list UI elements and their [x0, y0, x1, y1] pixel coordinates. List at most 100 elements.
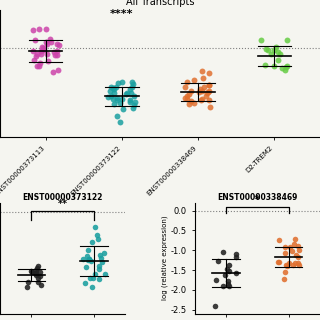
Point	[33, 271, 38, 276]
Point	[123, 91, 128, 96]
Point	[186, 102, 191, 107]
Point	[128, 99, 133, 104]
Point	[38, 283, 43, 288]
Point	[284, 262, 289, 267]
Point	[54, 53, 59, 58]
Point	[132, 93, 137, 99]
Point	[234, 255, 239, 260]
Point	[37, 269, 42, 275]
Point	[129, 79, 134, 84]
Point	[184, 93, 189, 98]
Point	[38, 49, 44, 54]
Point	[214, 278, 219, 283]
Point	[99, 259, 104, 264]
Title: All Transcripts: All Transcripts	[126, 0, 194, 7]
Point	[200, 68, 205, 74]
Point	[277, 260, 282, 265]
Point	[120, 97, 125, 102]
Point	[37, 273, 43, 278]
Point	[130, 85, 135, 90]
Point	[227, 262, 232, 268]
Point	[221, 249, 226, 254]
Point	[109, 93, 114, 99]
Point	[55, 68, 60, 73]
Point	[86, 256, 92, 261]
Point	[97, 277, 102, 282]
Point	[292, 241, 297, 246]
Point	[52, 50, 57, 55]
Point	[98, 255, 103, 260]
Point	[36, 26, 42, 31]
Point	[188, 99, 194, 104]
Point	[272, 64, 277, 69]
Point	[90, 284, 95, 289]
Point	[115, 97, 120, 102]
Point	[97, 252, 102, 258]
Point	[206, 97, 211, 102]
Point	[295, 244, 300, 249]
Point	[38, 52, 43, 57]
Point	[204, 91, 209, 96]
Point	[275, 259, 280, 264]
Point	[43, 27, 48, 32]
Point	[275, 49, 280, 54]
Point	[274, 44, 279, 49]
Point	[33, 53, 38, 59]
Point	[44, 39, 49, 44]
Point	[282, 251, 287, 256]
Point	[34, 265, 39, 270]
Point	[42, 48, 47, 53]
Point	[55, 42, 60, 47]
Point	[283, 67, 288, 72]
Point	[227, 268, 232, 273]
Point	[263, 63, 268, 68]
Point	[37, 60, 42, 65]
Point	[191, 100, 196, 106]
Point	[281, 276, 286, 281]
Point	[44, 52, 50, 57]
Point	[81, 256, 86, 261]
Point	[186, 92, 191, 97]
Point	[272, 48, 277, 53]
Point	[95, 236, 100, 242]
Point	[115, 114, 120, 119]
Point	[280, 65, 285, 70]
Point	[225, 281, 230, 286]
Point	[86, 258, 91, 263]
Point	[84, 254, 89, 259]
Point	[46, 59, 51, 64]
Point	[32, 57, 37, 62]
Point	[206, 88, 212, 93]
Point	[112, 101, 117, 106]
Point	[106, 95, 111, 100]
Point	[269, 51, 274, 56]
Point	[88, 275, 93, 280]
Point	[120, 79, 125, 84]
Point	[30, 49, 36, 54]
Point	[112, 91, 117, 96]
Point	[263, 46, 268, 51]
Point	[93, 271, 98, 276]
Point	[93, 225, 98, 230]
Point	[293, 252, 299, 258]
Point	[212, 303, 218, 308]
Point	[197, 86, 202, 92]
Point	[233, 270, 238, 276]
Title: ENST00000373122: ENST00000373122	[22, 193, 103, 202]
Point	[132, 100, 137, 105]
Point	[44, 41, 50, 46]
Point	[128, 91, 133, 96]
Point	[35, 52, 40, 57]
Point	[111, 96, 116, 101]
Point	[289, 248, 294, 253]
Point	[295, 260, 300, 265]
Point	[125, 91, 130, 96]
Text: **: **	[58, 199, 68, 209]
Point	[114, 84, 119, 90]
Point	[33, 38, 38, 43]
Point	[206, 83, 212, 88]
Point	[33, 267, 38, 272]
Point	[266, 48, 271, 53]
Point	[40, 45, 45, 50]
Point	[52, 53, 57, 58]
